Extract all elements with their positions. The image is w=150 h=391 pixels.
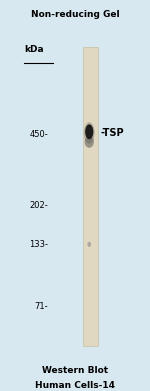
Text: kDa: kDa xyxy=(24,45,44,54)
Text: 202-: 202- xyxy=(29,201,48,210)
Text: Human Cells-14: Human Cells-14 xyxy=(35,381,115,390)
Ellipse shape xyxy=(85,136,94,148)
Text: Non-reducing Gel: Non-reducing Gel xyxy=(31,10,119,19)
Text: 450-: 450- xyxy=(29,130,48,140)
Text: Western Blot: Western Blot xyxy=(42,366,108,375)
Text: -TSP: -TSP xyxy=(100,128,124,138)
Ellipse shape xyxy=(87,242,91,247)
Bar xyxy=(83,47,98,346)
Text: 71-: 71- xyxy=(34,302,48,312)
Ellipse shape xyxy=(85,124,93,139)
Text: 133-: 133- xyxy=(29,240,48,249)
Ellipse shape xyxy=(84,122,95,143)
